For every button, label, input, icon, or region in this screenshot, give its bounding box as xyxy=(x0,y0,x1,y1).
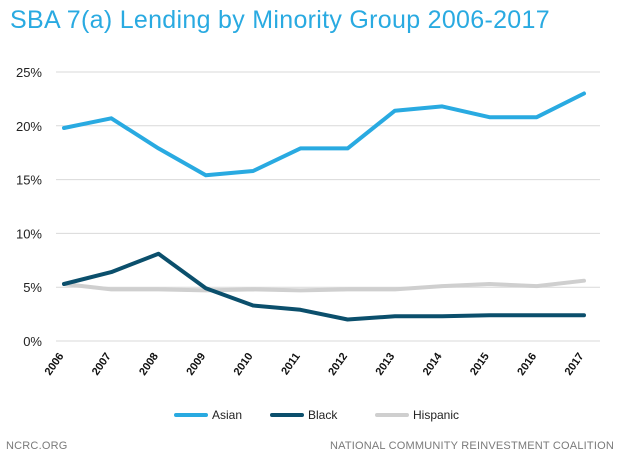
series-line-hispanic xyxy=(62,278,586,293)
x-tick-label: 2012 xyxy=(326,351,350,378)
x-tick-label: 2007 xyxy=(90,351,114,378)
x-tick-label: 2017 xyxy=(563,351,587,378)
y-tick-label: 15% xyxy=(16,173,42,188)
x-tick-label: 2013 xyxy=(373,351,397,378)
x-tick-label: 2006 xyxy=(43,351,67,378)
legend-label-asian: Asian xyxy=(212,408,242,422)
footer-source: NCRC.ORG xyxy=(6,440,68,452)
series-lines xyxy=(62,91,586,322)
legend-label-hispanic: Hispanic xyxy=(413,408,459,422)
x-tick-label: 2016 xyxy=(515,351,539,378)
series-line-asian xyxy=(62,91,586,178)
chart-title: SBA 7(a) Lending by Minority Group 2006-… xyxy=(10,6,550,34)
legend: Asian Black Hispanic xyxy=(174,408,459,422)
x-axis-ticks: 2006 2007 2008 2009 2010 2011 2012 2013 2014 2015… xyxy=(43,350,587,378)
y-tick-label: 5% xyxy=(23,280,42,295)
series-line-black xyxy=(62,251,586,322)
x-tick-label: 2014 xyxy=(421,350,445,378)
y-tick-label: 0% xyxy=(23,334,42,349)
y-axis-ticks: 0% 5% 10% 15% 20% 25% xyxy=(16,65,42,349)
y-tick-label: 10% xyxy=(16,226,42,241)
y-tick-label: 25% xyxy=(16,65,42,80)
x-tick-label: 2015 xyxy=(468,351,492,378)
legend-label-black: Black xyxy=(308,408,338,422)
x-tick-label: 2010 xyxy=(232,351,256,378)
x-tick-label: 2009 xyxy=(184,351,208,378)
x-tick-label: 2011 xyxy=(279,351,303,377)
grid-lines xyxy=(56,71,600,342)
x-tick-label: 2008 xyxy=(137,351,161,378)
y-tick-label: 20% xyxy=(16,119,42,134)
footer-organization: NATIONAL COMMUNITY REINVESTMENT COALITIO… xyxy=(329,440,614,452)
